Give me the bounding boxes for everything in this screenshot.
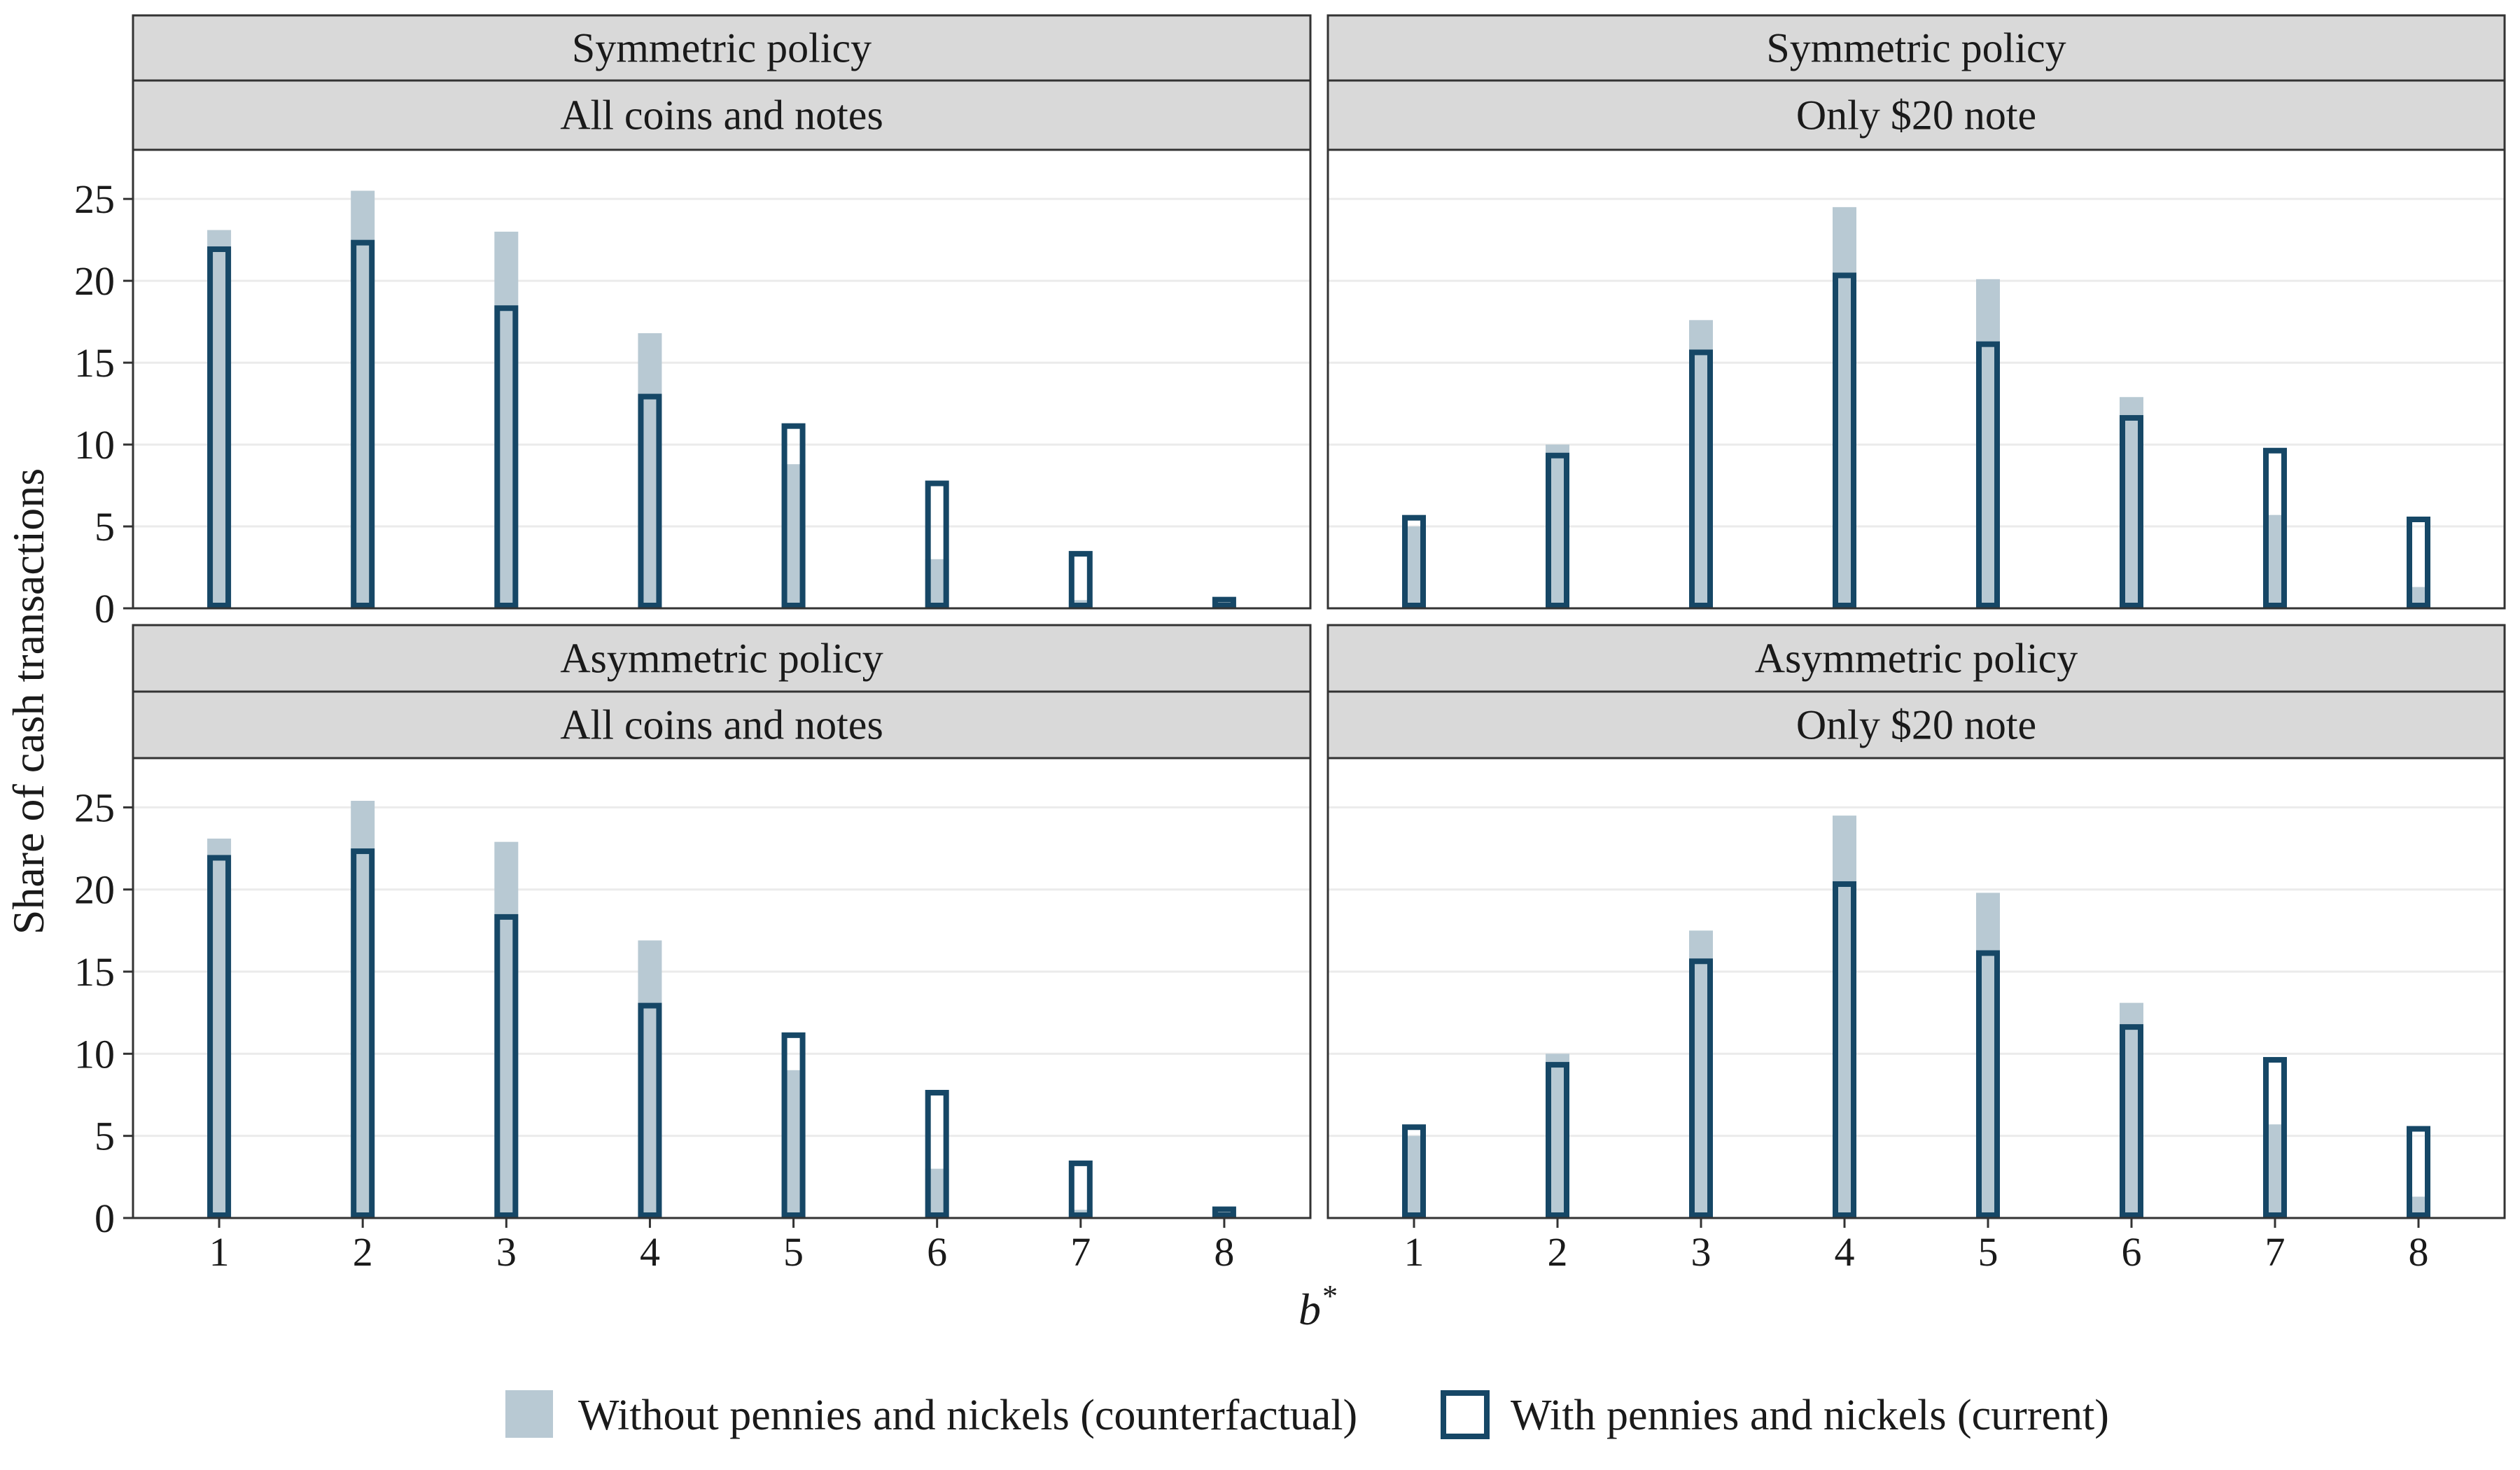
legend-key-current — [1441, 1390, 1490, 1439]
panel-1-strip-top-label: Symmetric policy — [572, 25, 872, 71]
panel-3-bar-current-5 — [781, 1032, 806, 1218]
panel-4-bar-current-7 — [2263, 1057, 2287, 1219]
panel-4-bar-current-3 — [1689, 958, 1713, 1218]
x-axis-title-base: b — [1298, 1284, 1321, 1334]
panel-4-strip-bottom-label: Only $20 note — [1796, 702, 2036, 748]
panel-1-bar-current-6 — [925, 480, 949, 608]
panel-4-bar-current-2 — [1546, 1062, 1569, 1218]
panel-2-strip-bottom-label: Only $20 note — [1796, 92, 2036, 139]
panel-3-ytick-label-10: 10 — [74, 1031, 115, 1077]
panel-4-plot-background — [1328, 758, 2505, 1218]
panel-4-bar-current-8 — [2407, 1126, 2430, 1218]
panel-2-panel-border — [1326, 148, 2506, 610]
panel-3-ytick-label-25: 25 — [74, 785, 115, 830]
panel-3-ytick-label-0: 0 — [94, 1196, 115, 1241]
legend-label-current: With pennies and nickels (current) — [1511, 1392, 2109, 1439]
panel-3-xtick-label-7: 7 — [1070, 1229, 1091, 1275]
panel-3-ytick-label-5: 5 — [94, 1114, 115, 1159]
panel-1-ytick-label-10: 10 — [74, 422, 115, 468]
legend: Without pennies and nickels (counterfact… — [505, 1390, 2109, 1439]
panel-4-xtick-label-3: 3 — [1691, 1229, 1712, 1275]
panel-1-ytick-label-5: 5 — [94, 504, 115, 550]
panel-4-xtick-label-7: 7 — [2265, 1229, 2286, 1275]
panel-4-bar-current-5 — [1976, 950, 2000, 1218]
panel-2-plot-background — [1328, 150, 2505, 608]
panel-1-bar-current-3 — [494, 305, 519, 608]
panel-1-panel-border — [132, 148, 1312, 610]
panel-4-xtick-label-6: 6 — [2122, 1229, 2142, 1275]
panel-3-ytick-label-15: 15 — [74, 949, 115, 995]
panel-3-bar-current-1 — [207, 855, 232, 1219]
panel-4-xtick-label-8: 8 — [2409, 1229, 2429, 1275]
panel-4: Asymmetric policy Only $20 note 1 2 3 4 5 6 7 8 — [1326, 624, 2506, 1275]
panel-1-ytick-label-25: 25 — [74, 176, 115, 222]
panel-4-xtick-label-4: 4 — [1835, 1229, 1855, 1275]
panel-4-xtick-label-1: 1 — [1404, 1229, 1424, 1275]
panel-3-xtick-label-2: 2 — [353, 1229, 373, 1275]
panel-2-bar-current-6 — [2120, 414, 2143, 608]
panel-3-bar-current-4 — [638, 1002, 662, 1218]
panel-1-strip-bottom — [132, 79, 1312, 151]
panel-1-bar-current-8 — [1212, 596, 1236, 608]
legend-key-counterfactual — [505, 1390, 553, 1438]
y-axis-title: Share of cash transactions — [4, 468, 53, 934]
panel-3-bar-current-3 — [494, 913, 519, 1219]
panel-4-strip-bottom — [1326, 690, 2506, 760]
panel-3-ytick-label-20: 20 — [74, 867, 115, 913]
panel-1-ytick-label-20: 20 — [74, 258, 115, 304]
panel-1-bar-current-4 — [638, 393, 662, 609]
panel-3-strip-bottom-label: All coins and notes — [560, 702, 883, 748]
panel-2-bar-current-2 — [1546, 452, 1569, 609]
panel-3-bar-current-2 — [351, 848, 375, 1218]
panel-3-xtick-label-8: 8 — [1214, 1229, 1234, 1275]
panel-1-strip-bottom-label: All coins and notes — [560, 92, 883, 139]
panel-3: Asymmetric policy All coins and notes 0 5 10… — [74, 624, 1312, 1275]
panel-4-bar-current-4 — [1833, 881, 1856, 1219]
panel-4-xtick-label-2: 2 — [1548, 1229, 1568, 1275]
panel-3-xtick-label-5: 5 — [783, 1229, 804, 1275]
panel-1-bar-current-5 — [781, 423, 806, 608]
panel-4-xtick-label-5: 5 — [1978, 1229, 1998, 1275]
panel-3-plot-background — [133, 758, 1310, 1218]
panel-1-ytick-label-15: 15 — [74, 340, 115, 386]
panel-3-xtick-label-3: 3 — [496, 1229, 517, 1275]
panel-3-panel-border — [132, 757, 1312, 1219]
panel-1-bar-current-7 — [1068, 551, 1093, 608]
panel-3-bar-current-7 — [1068, 1160, 1093, 1218]
panel-3-bar-current-8 — [1212, 1206, 1236, 1218]
panel-4-bar-current-1 — [1402, 1124, 1426, 1218]
panel-1-ytick-label-0: 0 — [94, 586, 115, 631]
panel-3-xtick-label-1: 1 — [209, 1229, 230, 1275]
panel-3-strip-top-label: Asymmetric policy — [560, 636, 883, 682]
legend-label-counterfactual: Without pennies and nickels (counterfact… — [578, 1392, 1357, 1439]
panel-2-bar-current-4 — [1833, 272, 1856, 608]
panel-1-bar-current-2 — [351, 239, 375, 608]
panel-3-xtick-label-6: 6 — [927, 1229, 947, 1275]
panel-3-xtick-label-4: 4 — [640, 1229, 660, 1275]
panel-1-plot-background — [133, 150, 1310, 608]
panel-2-bar-current-5 — [1976, 341, 2000, 608]
panel-2-bar-current-7 — [2263, 447, 2287, 608]
panel-4-bar-current-6 — [2120, 1024, 2143, 1219]
panel-3-strip-bottom — [132, 690, 1312, 760]
panel-2-strip-bottom — [1326, 79, 2506, 151]
panel-1: Symmetric policy All coins and notes 0 5 10 1… — [74, 14, 1312, 631]
panel-3-strip-top — [132, 624, 1312, 693]
x-axis-title: b* — [1298, 1279, 1336, 1334]
panel-4-strip-top — [1326, 624, 2506, 693]
panel-2: Symmetric policy Only $20 note — [1326, 14, 2506, 610]
panel-4-strip-top-label: Asymmetric policy — [1755, 636, 2078, 682]
panel-2-bar-current-3 — [1689, 349, 1713, 608]
panel-2-bar-current-1 — [1402, 514, 1426, 608]
panel-2-bar-current-8 — [2407, 517, 2430, 608]
x-axis-title-superscript: * — [1321, 1279, 1336, 1313]
panel-2-strip-top — [1326, 14, 2506, 82]
panel-1-strip-top — [132, 14, 1312, 82]
panel-2-strip-top-label: Symmetric policy — [1766, 25, 2066, 71]
panel-1-bar-current-1 — [207, 246, 232, 608]
panel-4-panel-border — [1326, 757, 2506, 1219]
panel-3-bar-current-6 — [925, 1089, 949, 1218]
